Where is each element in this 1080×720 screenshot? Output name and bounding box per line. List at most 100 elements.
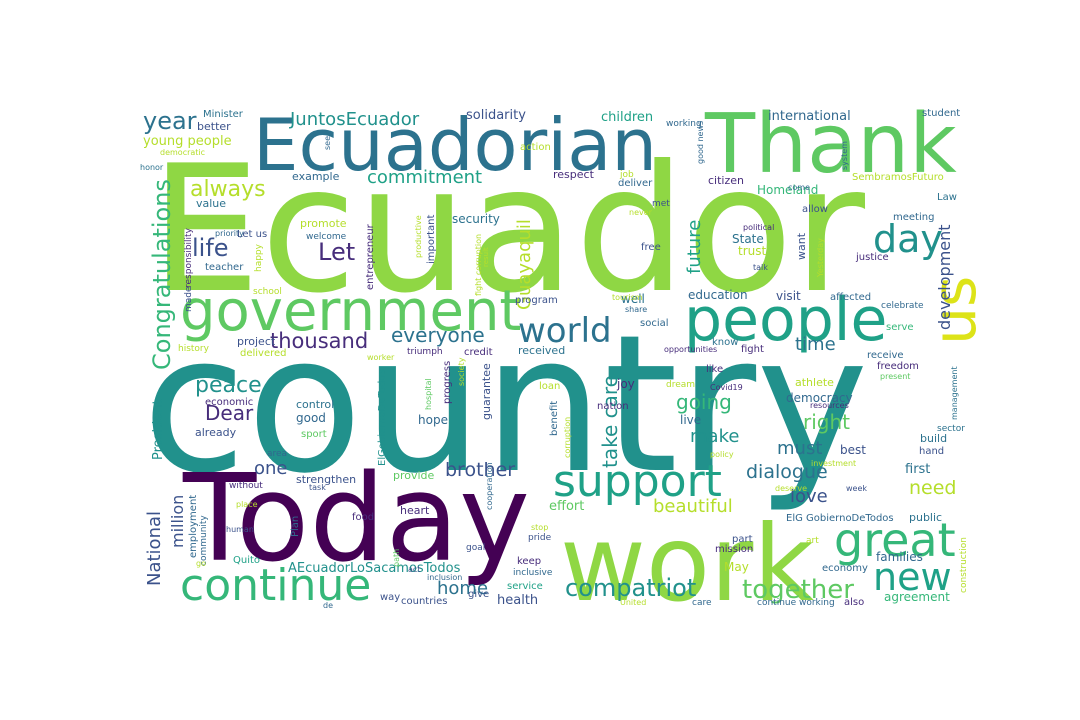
word-international: international xyxy=(768,109,851,124)
word-security: security xyxy=(452,212,500,226)
word-democratic: democratic xyxy=(160,148,205,157)
word-community: community xyxy=(199,515,209,566)
word-democracy: democracy xyxy=(786,391,853,405)
word-talk: talk xyxy=(753,263,768,272)
word-priority: priority xyxy=(215,229,244,238)
word-investment: investment xyxy=(811,459,856,468)
word-delivered: delivered xyxy=(240,348,287,359)
word-year: year xyxy=(143,107,197,135)
word-elg-gobiernodetodos: ElG GobiernoDeTodos xyxy=(786,513,894,524)
word-one: one xyxy=(254,458,288,479)
word-also: also xyxy=(844,597,864,608)
word-commitment: commitment xyxy=(367,167,482,188)
word-share: share xyxy=(625,305,647,314)
word-people: people xyxy=(684,285,887,355)
word-deliver: deliver xyxy=(618,178,653,189)
word-entrepreneur: entrepreneur xyxy=(365,223,376,290)
word-joy: joy xyxy=(616,377,635,391)
word-going: going xyxy=(676,390,732,414)
word-effort: effort xyxy=(549,499,584,514)
word-free: free xyxy=(641,242,661,253)
word-government: government xyxy=(180,279,521,344)
word-fight-corruption: fight corruption xyxy=(474,234,483,296)
word-loan: loan xyxy=(539,381,560,392)
word-act: act xyxy=(408,565,420,574)
word-health: health xyxy=(497,593,538,608)
word-covid19: Covid19 xyxy=(710,383,743,392)
word-aecuadorlosacamostodos: AEcuadorLoSacamosTodos xyxy=(288,561,461,576)
word-dream: dream xyxy=(666,380,695,390)
word-opportunities: opportunities xyxy=(664,345,717,354)
word-art: art xyxy=(806,536,819,546)
word-education: education xyxy=(688,288,748,302)
word-honor: honor xyxy=(140,163,164,172)
word-allow: allow xyxy=(802,204,828,215)
word-part: part xyxy=(732,534,753,545)
word-public: public xyxy=(909,511,942,524)
word-know: know xyxy=(712,337,738,348)
word-good-news: good news xyxy=(696,121,705,164)
word-responsibility: responsibility xyxy=(184,227,194,288)
word-job: job xyxy=(619,170,634,180)
word-yesterday: Yesterday xyxy=(816,238,825,278)
word-first: first xyxy=(905,462,930,477)
word-may: May xyxy=(724,560,749,574)
word-country: country xyxy=(142,294,869,515)
word-action: action xyxy=(520,142,551,153)
word-celebrate: celebrate xyxy=(881,301,924,311)
word-policy: policy xyxy=(710,450,734,459)
word-better: better xyxy=(197,120,231,133)
word-life: life xyxy=(192,234,229,262)
word-trust: trust xyxy=(738,244,766,258)
word-like: like xyxy=(706,364,723,375)
word-come: come xyxy=(788,183,810,192)
word-society: society xyxy=(457,357,466,386)
word-welcome: welcome xyxy=(306,232,347,242)
word-hospital: hospital xyxy=(424,378,433,410)
word-juntosecuador: JuntosEcuador xyxy=(289,109,420,130)
word-brother: brother xyxy=(445,459,515,481)
word-important: important xyxy=(426,215,437,264)
word-take-care: take care xyxy=(598,375,622,468)
word-economic: economic xyxy=(205,397,253,408)
word-inclusion: inclusion xyxy=(427,573,462,582)
word-go: go xyxy=(196,559,206,568)
word-received: received xyxy=(518,344,565,357)
word-stop: stop xyxy=(531,523,548,532)
word-need: need xyxy=(909,477,956,499)
word-system: system xyxy=(840,141,849,170)
word-de: de xyxy=(323,601,333,610)
word-today: Today xyxy=(182,450,530,589)
word-national: National xyxy=(144,511,165,586)
word-serve: serve xyxy=(886,322,914,333)
word-day: day xyxy=(873,217,943,261)
word-time: time xyxy=(795,334,836,355)
word-children: children xyxy=(601,110,653,125)
word-sembramosfuturo: SembramosFuturo xyxy=(852,172,944,183)
word-mission: mission xyxy=(715,544,753,555)
word-never: never xyxy=(629,208,653,217)
word-together: together xyxy=(742,575,854,605)
word-value: value xyxy=(196,197,226,210)
word-want: want xyxy=(795,232,808,260)
word-area: area xyxy=(267,449,287,459)
word-week: week xyxy=(846,484,867,493)
word-student: student xyxy=(922,108,960,119)
word-agreement: agreement xyxy=(884,590,950,604)
word-progress: progress xyxy=(442,361,453,404)
word-quito: Quito xyxy=(233,555,260,566)
word-state: State xyxy=(732,232,764,246)
word-meeting: meeting xyxy=(893,212,934,223)
word-result: result xyxy=(482,247,490,267)
word-control: control xyxy=(296,398,334,411)
word-corruption: corruption xyxy=(563,417,572,458)
word-build: build xyxy=(920,432,947,445)
word-history: history xyxy=(178,344,210,354)
word-sector: sector xyxy=(937,424,965,434)
word-thousand: thousand xyxy=(270,329,368,353)
word-young-people: young people xyxy=(143,134,232,149)
word-met: met xyxy=(652,199,670,209)
word-always: always xyxy=(190,177,266,202)
word-triumph: triumph xyxy=(407,347,443,357)
